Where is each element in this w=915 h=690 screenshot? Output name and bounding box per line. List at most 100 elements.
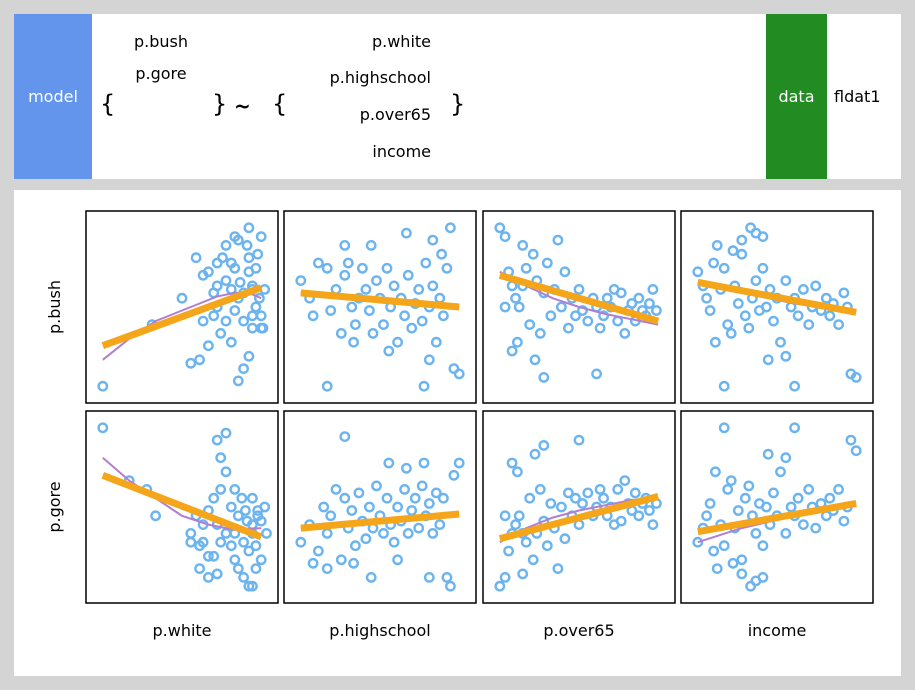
data-point xyxy=(335,554,347,566)
explanatory-var-p-white[interactable]: p.white xyxy=(371,32,431,51)
data-point xyxy=(780,527,792,539)
data-point xyxy=(97,422,109,434)
data-point xyxy=(150,510,162,522)
data-point xyxy=(792,310,804,322)
dataset-name[interactable]: fldat1 xyxy=(834,87,881,106)
data-point xyxy=(202,550,214,562)
panel-border xyxy=(482,410,676,604)
data-point xyxy=(798,284,809,295)
data-point xyxy=(321,380,333,392)
data-point xyxy=(383,345,395,357)
data-point xyxy=(434,519,446,530)
data-point xyxy=(499,231,511,242)
data-point xyxy=(644,298,655,309)
data-point xyxy=(250,563,262,574)
data-point xyxy=(427,527,439,539)
fit-line xyxy=(697,278,857,316)
data-point xyxy=(559,266,571,278)
response-var-p-bush[interactable]: p.bush xyxy=(133,32,189,51)
data-point xyxy=(239,505,251,516)
data-point xyxy=(582,487,594,499)
data-point xyxy=(321,527,333,539)
data-point xyxy=(541,540,553,552)
data-point xyxy=(524,492,536,504)
data-point xyxy=(745,580,756,592)
x-axis-label-p-white: p.white xyxy=(152,621,211,640)
data-point xyxy=(423,571,435,583)
data-point xyxy=(594,322,606,334)
data-point xyxy=(820,292,832,304)
data-point xyxy=(367,327,379,339)
data-point xyxy=(520,262,532,274)
data-point xyxy=(197,536,209,548)
data-point xyxy=(409,492,421,504)
model-label[interactable]: model xyxy=(14,14,92,179)
data-point xyxy=(499,301,511,313)
data-point xyxy=(850,445,862,457)
data-point xyxy=(406,505,418,516)
data-point xyxy=(527,248,539,260)
data-point xyxy=(307,557,319,569)
data-point xyxy=(378,527,389,539)
data-point xyxy=(710,466,721,478)
data-point xyxy=(190,252,202,264)
fit-line xyxy=(101,472,263,541)
data-point xyxy=(612,315,624,327)
data-point xyxy=(255,310,267,322)
data-point xyxy=(339,240,351,251)
data-point xyxy=(238,536,250,548)
data-point xyxy=(225,540,237,552)
data-point xyxy=(736,568,748,580)
data-point xyxy=(220,315,232,327)
y-axis-label-p-bush: p.bush xyxy=(45,280,64,334)
data-point xyxy=(626,298,638,309)
data-point xyxy=(552,234,564,246)
explanatory-var-income[interactable]: income xyxy=(372,142,431,161)
fit-line xyxy=(697,500,857,536)
data-point xyxy=(732,298,744,309)
data-point xyxy=(418,380,430,392)
data-point xyxy=(704,498,716,509)
data-point xyxy=(552,563,564,574)
data-point xyxy=(416,315,428,327)
data-point xyxy=(241,240,253,251)
data-point xyxy=(220,427,232,439)
data-point xyxy=(789,422,800,434)
data-point xyxy=(739,310,751,322)
data-point xyxy=(220,466,232,478)
model-header: model { p.bush p.gore } ~ { p.white p.hi… xyxy=(14,14,901,179)
data-point xyxy=(238,571,250,583)
data-point xyxy=(400,462,412,474)
data-point xyxy=(197,315,209,327)
data-point xyxy=(441,262,453,274)
data-point xyxy=(833,483,844,495)
data-point xyxy=(255,231,267,242)
data-point xyxy=(250,301,262,313)
data-point xyxy=(360,284,372,295)
data-point xyxy=(185,527,197,539)
data-point xyxy=(545,498,557,509)
data-point xyxy=(234,277,246,288)
explanatory-var-p-over65[interactable]: p.over65 xyxy=(359,105,431,124)
panel-border xyxy=(85,210,279,404)
fit-line xyxy=(101,284,263,350)
data-point xyxy=(529,354,541,366)
data-point xyxy=(388,280,400,292)
data-point xyxy=(780,275,792,287)
explanatory-var-p-highschool[interactable]: p.highschool xyxy=(329,68,431,87)
data-point xyxy=(229,554,241,566)
data-point xyxy=(194,563,206,574)
plot-area: p.white p.highschool p.over65 income p.bush p… xyxy=(14,190,901,676)
tilde-symbol: ~ xyxy=(234,94,251,118)
data-point xyxy=(194,354,206,366)
data-point xyxy=(346,505,358,516)
data-point xyxy=(427,234,439,246)
data-point xyxy=(727,557,739,569)
data-point xyxy=(356,262,368,274)
response-var-p-gore[interactable]: p.gore xyxy=(135,64,187,83)
data-point xyxy=(225,336,237,348)
data-point xyxy=(762,448,774,460)
data-point xyxy=(810,522,822,534)
data-point xyxy=(708,257,719,269)
data-label[interactable]: data xyxy=(766,14,827,179)
